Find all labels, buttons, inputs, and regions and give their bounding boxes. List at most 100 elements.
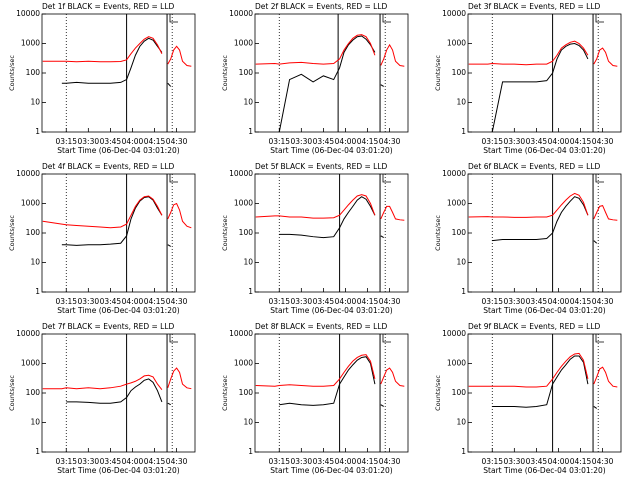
- y-tick-label: 10: [456, 258, 466, 267]
- y-tick-label: 10000: [16, 9, 40, 18]
- x-tick-label: 03:30: [504, 137, 526, 146]
- x-axis-label: Start Time (06-Dec-04 03:01:20): [483, 146, 605, 155]
- series-line: [492, 196, 598, 244]
- x-tick-label: 04:00: [548, 297, 570, 306]
- y-tick-label: 1000: [21, 359, 40, 368]
- y-tick-label: 100: [452, 68, 467, 77]
- y-tick-label: 100: [452, 388, 467, 397]
- series-line: [61, 196, 171, 247]
- x-tick-label: 04:00: [335, 457, 357, 466]
- y-tick-label: 10: [30, 98, 40, 107]
- x-tick-label: 04:30: [379, 457, 401, 466]
- y-tick-label: 10000: [442, 169, 466, 178]
- panel-title: Det 1f BLACK = Events, RED = LLD: [42, 2, 175, 11]
- y-tick-label: 10: [243, 418, 253, 427]
- corner-box: [595, 334, 604, 343]
- x-axis-label: Start Time (06-Dec-04 03:01:20): [270, 306, 392, 315]
- series-line: [255, 194, 405, 221]
- x-tick-label: 03:45: [313, 297, 335, 306]
- x-axis-label: Start Time (06-Dec-04 03:01:20): [57, 466, 179, 475]
- y-tick-label: 1: [35, 287, 40, 296]
- y-tick-label: 1000: [447, 199, 466, 208]
- x-tick-label: 04:15: [570, 137, 592, 146]
- x-tick-label: 04:00: [548, 137, 570, 146]
- x-tick-label: 03:15: [268, 457, 290, 466]
- plot-frame: [467, 173, 622, 293]
- corner-box: [169, 334, 178, 343]
- x-tick-label: 03:15: [55, 297, 77, 306]
- plot-frame: [254, 173, 409, 293]
- y-tick-label: 10: [30, 418, 40, 427]
- panel-title: Det 6f BLACK = Events, RED = LLD: [468, 162, 601, 171]
- x-tick-label: 03:45: [313, 137, 335, 146]
- x-axis-label: Start Time (06-Dec-04 03:01:20): [483, 466, 605, 475]
- y-tick-label: 100: [452, 228, 467, 237]
- plot-frame: [41, 333, 196, 453]
- y-tick-label: 1: [35, 447, 40, 456]
- series-line: [279, 196, 384, 239]
- y-tick-label: 10: [456, 98, 466, 107]
- x-tick-label: 04:30: [379, 297, 401, 306]
- series-line: [468, 40, 618, 67]
- x-tick-label: 04:30: [592, 457, 614, 466]
- y-axis-label: Counts/sec: [434, 375, 442, 411]
- x-tick-label: 04:15: [144, 137, 166, 146]
- panel-title: Det 8f BLACK = Events, RED = LLD: [255, 322, 388, 331]
- x-tick-label: 04:00: [335, 297, 357, 306]
- y-tick-label: 100: [26, 228, 41, 237]
- x-tick-label: 04:00: [548, 457, 570, 466]
- x-axis-label: Start Time (06-Dec-04 03:01:20): [483, 306, 605, 315]
- x-tick-label: 03:30: [291, 137, 313, 146]
- plot-frame: [41, 173, 196, 293]
- x-tick-label: 03:30: [78, 457, 100, 466]
- x-tick-label: 04:15: [357, 297, 379, 306]
- y-tick-label: 1: [248, 287, 253, 296]
- corner-box: [595, 174, 604, 183]
- series-line: [492, 355, 598, 409]
- x-axis-label: Start Time (06-Dec-04 03:01:20): [57, 306, 179, 315]
- y-tick-label: 10: [243, 98, 253, 107]
- x-tick-label: 04:15: [357, 137, 379, 146]
- y-tick-label: 10: [243, 258, 253, 267]
- corner-box: [382, 174, 391, 183]
- x-tick-label: 04:30: [166, 137, 188, 146]
- x-tick-label: 04:30: [166, 457, 188, 466]
- x-tick-label: 03:30: [291, 457, 313, 466]
- y-tick-label: 1: [461, 127, 466, 136]
- x-tick-label: 03:45: [100, 457, 122, 466]
- y-tick-label: 1: [248, 127, 253, 136]
- y-tick-label: 100: [239, 68, 254, 77]
- x-tick-label: 04:15: [357, 457, 379, 466]
- y-tick-label: 10000: [229, 329, 253, 338]
- corner-box: [169, 174, 178, 183]
- y-axis-label: Counts/sec: [8, 375, 16, 411]
- panel: Det 5f BLACK = Events, RED = LLD 1 10 100 10…: [221, 162, 409, 315]
- x-tick-label: 04:30: [166, 297, 188, 306]
- panel-title: Det 7f BLACK = Events, RED = LLD: [42, 322, 175, 331]
- panel: Det 2f BLACK = Events, RED = LLD 1 10 100 10…: [221, 2, 409, 155]
- y-tick-label: 100: [26, 388, 41, 397]
- x-tick-label: 04:15: [570, 457, 592, 466]
- y-tick-label: 10000: [442, 329, 466, 338]
- x-tick-label: 03:45: [100, 137, 122, 146]
- x-tick-label: 03:15: [481, 457, 503, 466]
- x-tick-label: 03:30: [78, 137, 100, 146]
- series-line: [278, 35, 384, 133]
- x-tick-label: 03:30: [504, 297, 526, 306]
- series-line: [255, 34, 405, 67]
- x-tick-label: 04:00: [122, 457, 144, 466]
- x-tick-label: 04:30: [379, 137, 401, 146]
- panel-title: Det 4f BLACK = Events, RED = LLD: [42, 162, 175, 171]
- y-tick-label: 10000: [229, 169, 253, 178]
- y-axis-label: Counts/sec: [221, 215, 229, 251]
- panel-title: Det 3f BLACK = Events, RED = LLD: [468, 2, 601, 11]
- x-tick-label: 03:15: [55, 457, 77, 466]
- y-tick-label: 1000: [447, 359, 466, 368]
- x-tick-label: 03:30: [504, 457, 526, 466]
- x-tick-label: 04:15: [144, 457, 166, 466]
- panel: Det 8f BLACK = Events, RED = LLD 1 10 100 10…: [221, 322, 409, 475]
- series-line: [491, 42, 589, 133]
- y-tick-label: 1: [461, 447, 466, 456]
- corner-box: [169, 14, 178, 23]
